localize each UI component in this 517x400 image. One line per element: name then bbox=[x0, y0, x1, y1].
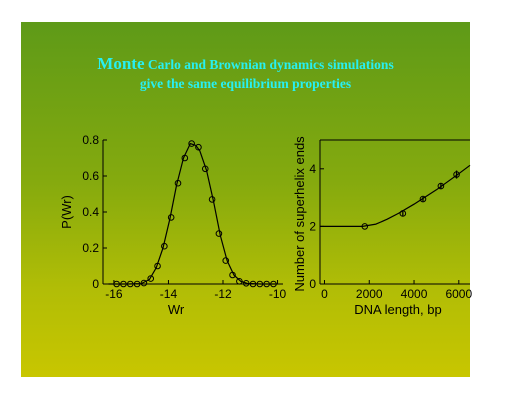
right-fit-curve bbox=[320, 164, 471, 227]
left-data-point bbox=[140, 279, 148, 287]
left-y-tick-label: 0.6 bbox=[82, 169, 99, 183]
right-ticks: 0 2000 4000 6000 0 2 4 bbox=[309, 162, 472, 301]
right-x-tick-label: 6000 bbox=[445, 287, 472, 301]
left-data-point bbox=[120, 280, 127, 288]
right-y-tick-label: 2 bbox=[309, 219, 316, 233]
title-line-2: give the same equilibrium properties bbox=[139, 76, 352, 91]
right-series-line bbox=[320, 164, 471, 227]
left-data-point bbox=[201, 165, 209, 173]
right-data-point bbox=[419, 195, 427, 203]
title-line-1: Carlo and Brownian dynamics simulations bbox=[147, 57, 394, 72]
left-data-point bbox=[229, 271, 236, 279]
left-x-tick-label: -10 bbox=[269, 287, 287, 301]
left-data-point bbox=[154, 262, 161, 270]
left-data-point bbox=[133, 280, 141, 288]
left-y-tick-label: 0.8 bbox=[82, 133, 99, 147]
left-data-point bbox=[215, 230, 223, 237]
left-data-point bbox=[181, 154, 189, 162]
title-first-word: Monte bbox=[97, 54, 145, 73]
left-data-point bbox=[263, 280, 270, 288]
left-data-point bbox=[236, 278, 243, 285]
left-data-point bbox=[167, 214, 175, 221]
right-x-tick-label: 4000 bbox=[401, 287, 428, 301]
left-data-point bbox=[195, 143, 202, 151]
left-y-tick-label: 0.2 bbox=[82, 241, 99, 255]
left-x-tick-label: -16 bbox=[105, 287, 123, 301]
left-x-tick-label: -12 bbox=[214, 287, 232, 301]
right-y-tick-label: 0 bbox=[309, 277, 316, 291]
right-data-point bbox=[361, 223, 369, 230]
left-y-label: P(Wr) bbox=[59, 195, 74, 229]
left-x-label: Wr bbox=[168, 302, 185, 317]
left-y-tick-label: 0 bbox=[92, 277, 99, 291]
right-data-point bbox=[453, 171, 460, 178]
slide-title: Monte Carlo and Brownian dynamics simula… bbox=[21, 54, 470, 93]
left-fit-curve bbox=[108, 143, 278, 285]
left-data-point bbox=[161, 242, 168, 250]
left-data-point bbox=[126, 280, 134, 288]
right-y-label: Number of superhelix ends bbox=[292, 136, 307, 292]
left-data-point bbox=[113, 280, 120, 288]
right-x-tick-label: 2000 bbox=[356, 287, 383, 301]
left-series-line bbox=[108, 143, 278, 285]
left-ticks: -16 -14 -12 -10 0 0.2 0.4 0.6 0.8 bbox=[82, 133, 286, 301]
right-data-point bbox=[437, 182, 445, 190]
right-data-point bbox=[399, 210, 407, 217]
wr-distribution-chart: -16 -14 -12 -10 0 0.2 0.4 0.6 0.8 Wr P(Wr) bbox=[59, 133, 287, 317]
superhelix-ends-chart: 0 2000 4000 6000 0 2 4 DNA length, bp Number o… bbox=[292, 136, 472, 317]
left-data-point bbox=[208, 196, 216, 203]
left-y-tick-label: 0.4 bbox=[82, 205, 99, 219]
left-data-point bbox=[256, 280, 264, 288]
left-data-point bbox=[222, 257, 230, 264]
right-data-points bbox=[361, 170, 460, 230]
left-data-point bbox=[188, 140, 195, 147]
left-data-points bbox=[113, 140, 277, 288]
left-data-point bbox=[249, 280, 257, 288]
right-x-tick-label: 0 bbox=[321, 287, 328, 301]
slide-background: Monte Carlo and Brownian dynamics simula… bbox=[21, 22, 470, 377]
right-x-label: DNA length, bp bbox=[354, 302, 441, 317]
right-y-tick-label: 4 bbox=[309, 162, 316, 176]
left-data-point bbox=[242, 279, 250, 287]
left-data-point bbox=[147, 275, 155, 282]
left-data-point bbox=[174, 179, 182, 187]
left-x-tick-label: -14 bbox=[160, 287, 178, 301]
left-data-point bbox=[270, 280, 277, 288]
